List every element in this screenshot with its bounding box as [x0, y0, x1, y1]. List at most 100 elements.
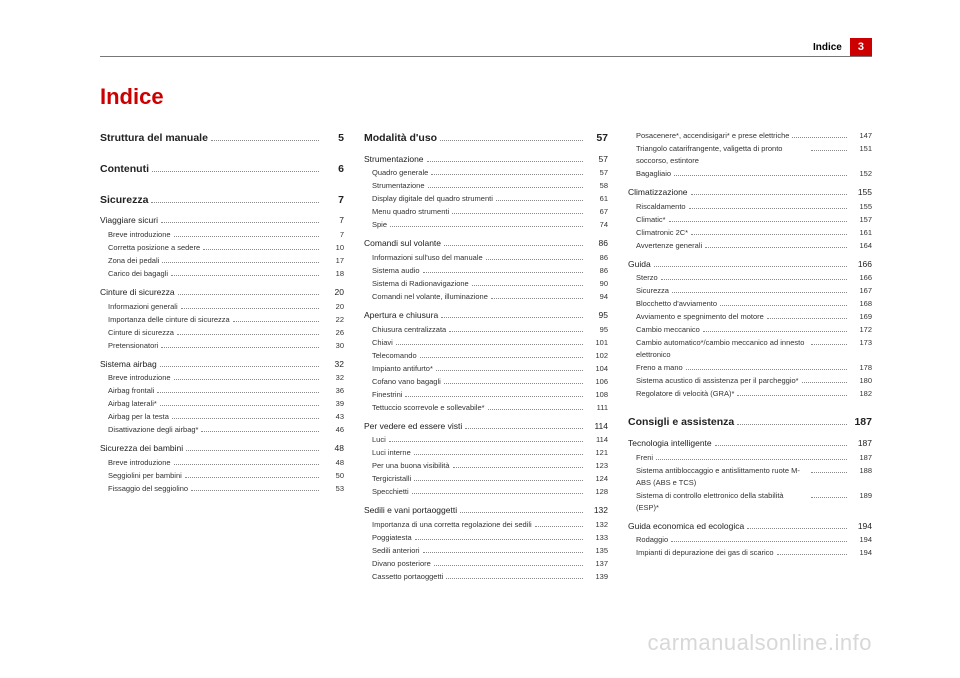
toc-label: Climatronic 2C*	[628, 227, 688, 239]
toc-label: Quadro generale	[364, 167, 428, 179]
toc-label: Sicurezza dei bambini	[100, 442, 183, 456]
toc-entry: Comandi nel volante, illuminazione94	[364, 291, 608, 303]
toc-entry: Quadro generale57	[364, 167, 608, 179]
toc-entry: Cambio meccanico172	[628, 324, 872, 336]
toc-page: 20	[322, 301, 344, 313]
toc-entry: Sedili e vani portaoggetti132	[364, 504, 608, 518]
toc-page: 111	[586, 402, 608, 414]
toc-leader-dots	[496, 200, 583, 201]
toc-page: 155	[850, 186, 872, 200]
toc-label: Cofano vano bagagli	[364, 376, 441, 388]
toc-page: 194	[850, 534, 872, 546]
toc-leader-dots	[420, 357, 583, 358]
toc-leader-dots	[405, 396, 583, 397]
toc-entry: Cambio automatico*/cambio meccanico ad i…	[628, 337, 872, 361]
toc-label: Importanza delle cinture di sicurezza	[100, 314, 230, 326]
toc-page: 17	[322, 255, 344, 267]
toc-leader-dots	[811, 472, 847, 473]
toc-leader-dots	[191, 490, 319, 491]
toc-page: 67	[586, 206, 608, 218]
toc-entry: Strumentazione58	[364, 180, 608, 192]
toc-entry: Chiavi101	[364, 337, 608, 349]
toc-page: 187	[850, 452, 872, 464]
toc-page: 86	[586, 237, 608, 251]
toc-entry: Climatic*157	[628, 214, 872, 226]
toc-label: Sistema di Radionavigazione	[364, 278, 469, 290]
toc-leader-dots	[428, 187, 583, 188]
toc-label: Bagagliaio	[628, 168, 671, 180]
toc-entry: Menu quadro strumenti67	[364, 206, 608, 218]
toc-page: 53	[322, 483, 344, 495]
toc-entry: Carico dei bagagli18	[100, 268, 344, 280]
toc-entry: Blocchetto d'avviamento168	[628, 298, 872, 310]
toc-label: Seggiolini per bambini	[100, 470, 182, 482]
toc-page: 39	[322, 398, 344, 410]
toc-page: 90	[586, 278, 608, 290]
toc-label: Tettuccio scorrevole e sollevabile*	[364, 402, 485, 414]
toc-leader-dots	[486, 259, 583, 260]
toc-label: Viaggiare sicuri	[100, 214, 158, 228]
toc-entry: Cassetto portaoggetti139	[364, 571, 608, 583]
toc-leader-dots	[535, 526, 583, 527]
watermark: carmanualsonline.info	[647, 630, 872, 656]
toc-leader-dots	[181, 308, 319, 309]
toc-label: Zona dei pedali	[100, 255, 159, 267]
toc-label: Sicurezza	[628, 285, 669, 297]
toc-entry: Tettuccio scorrevole e sollevabile* 111	[364, 402, 608, 414]
toc-leader-dots	[689, 208, 847, 209]
toc-page: 30	[322, 340, 344, 352]
toc-label: Triangolo catarifrangente, valigetta di …	[628, 143, 808, 167]
toc-entry: Disattivazione degli airbag*46	[100, 424, 344, 436]
toc-entry: Guida166	[628, 258, 872, 272]
toc-leader-dots	[661, 279, 847, 280]
toc-page: 167	[850, 285, 872, 297]
toc-leader-dots	[201, 431, 319, 432]
toc-leader-dots	[172, 418, 319, 419]
toc-entry: Modalità d'uso57	[364, 130, 608, 147]
toc-page: 161	[850, 227, 872, 239]
toc-entry: Luci interne 121	[364, 447, 608, 459]
toc-label: Sistema acustico di assistenza per il pa…	[628, 375, 799, 387]
toc-label: Posacenere*, accendisigari* e prese elet…	[628, 130, 789, 142]
toc-page: 5	[322, 130, 344, 147]
toc-label: Climatic*	[628, 214, 666, 226]
toc-entry: Airbag laterali*39	[100, 398, 344, 410]
toc-label: Luci interne	[364, 447, 411, 459]
toc-leader-dots	[211, 140, 319, 141]
toc-label: Rodaggio	[628, 534, 668, 546]
toc-label: Impianto antifurto*	[364, 363, 433, 375]
toc-label: Cinture di sicurezza	[100, 327, 174, 339]
toc-label: Comandi nel volante, illuminazione	[364, 291, 488, 303]
toc-entry: Sistema airbag32	[100, 358, 344, 372]
toc-leader-dots	[390, 226, 583, 227]
toc-label: Comandi sul volante	[364, 237, 441, 251]
toc-page: 121	[586, 447, 608, 459]
toc-leader-dots	[446, 578, 583, 579]
toc-entry: Comandi sul volante 86	[364, 237, 608, 251]
toc-entry: Cinture di sicurezza26	[100, 327, 344, 339]
toc-page: 114	[586, 434, 608, 446]
toc-entry: Sicurezza7	[100, 192, 344, 209]
toc-label: Chiusura centralizzata	[364, 324, 446, 336]
toc-entry: Tergicristalli124	[364, 473, 608, 485]
toc-entry: Pretensionatori30	[100, 340, 344, 352]
toc-leader-dots	[185, 477, 319, 478]
toc-label: Breve introduzione	[100, 372, 171, 384]
toc-page: 135	[586, 545, 608, 557]
toc-page: 104	[586, 363, 608, 375]
toc-label: Sedili anteriori	[364, 545, 420, 557]
toc-label: Divano posteriore	[364, 558, 431, 570]
toc-page: 180	[850, 375, 872, 387]
toc-entry: Struttura del manuale5	[100, 130, 344, 147]
toc-page: 86	[586, 252, 608, 264]
toc-leader-dots	[174, 379, 319, 380]
toc-label: Strumentazione	[364, 153, 424, 167]
toc-label: Contenuti	[100, 161, 149, 178]
toc-leader-dots	[157, 392, 319, 393]
toc-page: 36	[322, 385, 344, 397]
toc-leader-dots	[674, 175, 847, 176]
toc-leader-dots	[414, 480, 583, 481]
toc-leader-dots	[441, 317, 583, 318]
toc-page: 187	[850, 437, 872, 451]
toc-leader-dots	[415, 539, 583, 540]
